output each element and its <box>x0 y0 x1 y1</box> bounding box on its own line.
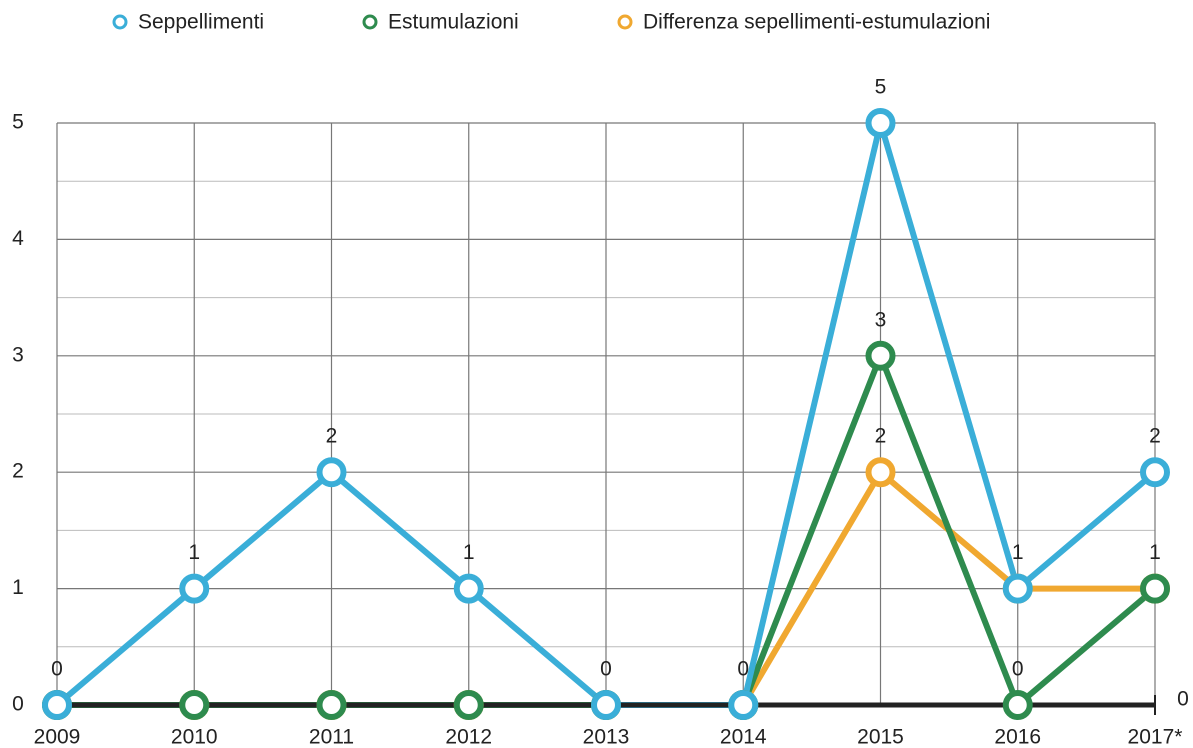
legend-label: Seppellimenti <box>138 11 264 34</box>
data-label: 1 <box>188 541 200 564</box>
y-tick-label: 0 <box>12 693 24 716</box>
point-marker <box>179 573 210 604</box>
x-tick-label: 2012 <box>445 726 492 748</box>
point-marker <box>316 457 347 488</box>
point-marker <box>591 690 621 720</box>
point-marker <box>453 573 484 604</box>
legend-marker <box>362 14 378 30</box>
legend-label: Differenza sepellimenti-estumulazioni <box>643 11 990 34</box>
y-tick-label: 4 <box>12 227 24 250</box>
y-tick-label: 3 <box>12 343 24 366</box>
data-label: 5 <box>875 76 887 99</box>
y-tick-label: 1 <box>12 576 24 599</box>
x-tick-label: 2010 <box>171 726 218 748</box>
point-marker <box>1002 573 1033 604</box>
point-marker <box>1140 457 1170 488</box>
point-marker <box>179 690 210 720</box>
legend-marker <box>617 14 633 30</box>
x-tick-label: 2015 <box>857 726 904 748</box>
data-label: 2 <box>875 425 887 448</box>
point-marker <box>1140 573 1170 604</box>
legend-label: Estumulazioni <box>388 11 519 34</box>
data-label: 2 <box>326 425 338 448</box>
x-tick-label: 2016 <box>994 726 1041 748</box>
data-label: 0 <box>600 658 612 681</box>
data-label: 1 <box>1149 541 1161 564</box>
point-marker <box>728 690 759 720</box>
point-marker <box>453 690 484 720</box>
data-label: 1 <box>1012 541 1024 564</box>
x-tick-label: 2009 <box>34 726 81 748</box>
x-tick-label: 2013 <box>583 726 630 748</box>
legend-marker <box>112 14 128 30</box>
x-tick-label: 2011 <box>309 726 354 748</box>
point-marker <box>42 690 72 720</box>
data-label: 0 <box>1012 658 1024 681</box>
point-marker <box>316 690 347 720</box>
data-label: 1 <box>463 541 475 564</box>
data-label: 2 <box>1149 425 1161 448</box>
y-tick-label: 5 <box>12 111 24 134</box>
annotation: 0 <box>1177 688 1189 711</box>
point-marker <box>865 108 896 138</box>
x-tick-label: 2017* <box>1128 726 1183 748</box>
point-marker <box>865 457 896 488</box>
data-label: 3 <box>875 308 887 331</box>
y-tick-label: 2 <box>12 460 24 483</box>
point-marker <box>1002 690 1033 720</box>
data-label: 0 <box>737 658 749 681</box>
point-marker <box>865 340 896 371</box>
data-label: 0 <box>51 658 63 681</box>
x-tick-label: 2014 <box>720 726 767 748</box>
